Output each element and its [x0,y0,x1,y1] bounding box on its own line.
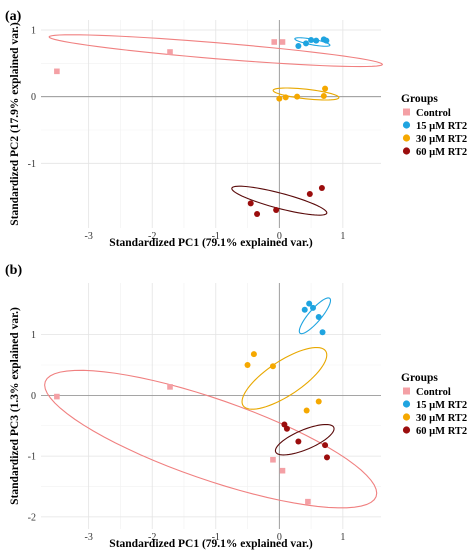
panel-label: (a) [5,9,22,24]
data-point [276,95,283,102]
legend-key [402,413,411,421]
legend-label: 60 µM RT2 [416,147,467,158]
data-point [310,304,316,311]
confidence-ellipse [272,87,340,101]
data-point [323,37,330,44]
data-point [303,40,310,47]
x-tick-label: -1 [212,532,220,543]
data-point [254,211,261,217]
data-point [282,94,289,101]
x-tick-label: 0 [277,532,282,543]
legend-label: Control [416,387,451,398]
data-point [271,39,278,45]
legend-label: 60 µM RT2 [416,426,467,437]
data-point [318,185,325,191]
data-point [303,407,310,414]
legend-key [402,134,411,142]
x-tick-label: -2 [148,532,156,543]
confidence-ellipse [44,369,378,509]
confidence-ellipse [241,346,328,410]
x-tick-label: 0 [277,231,282,242]
legend-label: 15 µM RT2 [416,121,467,132]
data-point [315,398,322,405]
legend: Groups Control 15 µM RT2 30 µM RT2 60 µM RT2 [401,372,467,437]
legend-label: 30 µM RT2 [416,413,467,424]
data-point [301,306,308,313]
legend-key [403,387,410,395]
data-point [295,43,302,49]
x-tick-label: -3 [84,231,92,242]
legend-title: Groups [401,93,438,105]
y-tick-label: -2 [28,512,36,523]
confidence-ellipse [48,34,384,68]
data-point [323,454,330,461]
legend-title: Groups [401,372,438,384]
x-axis-title: Standardized PC1 (79.1% explained var.) [109,538,313,550]
legend-label: 30 µM RT2 [416,134,467,145]
chart-panel-1: -3 -2 -1 0 1 -1 0 1 Standardized PC1 (79.1% expl… [5,9,467,249]
data-point [322,442,329,449]
data-point [250,351,257,358]
y-tick-label: 0 [31,391,36,402]
data-point [320,93,327,99]
x-tick-label: -1 [212,231,220,242]
data-point [306,300,313,307]
y-axis-title: Standardized PC3 (1.3% explained var.) [9,307,21,505]
data-point [283,425,290,432]
x-axis-title: Standardized PC1 (79.1% explained var.) [109,237,313,249]
data-point [313,37,320,44]
panel-label: (b) [5,263,22,278]
legend-key [402,400,411,408]
data-point [305,498,311,505]
data-point [279,39,286,45]
y-tick-label: 1 [31,26,36,37]
data-point [273,207,280,213]
legend-key [402,426,411,434]
x-tick-label: -2 [148,231,156,242]
data-point [315,314,322,321]
confidence-ellipse [274,423,335,456]
confidence-ellipse [298,297,332,335]
legend: Groups Control 15 µM RT2 30 µM RT2 60 µM RT2 [401,93,467,158]
chart-panel-2: -3 -2 -1 0 1 -2 -1 0 1 Standardized PC1 (79.1% ex… [5,263,467,550]
data-point [54,68,60,75]
y-tick-label: -1 [28,452,36,463]
y-tick-label: 0 [31,92,36,103]
legend-label: 15 µM RT2 [416,400,467,411]
data-point [279,467,286,474]
x-tick-label: 1 [340,532,345,543]
legend-key [403,108,410,116]
data-point [269,363,276,370]
x-tick-label: -3 [84,532,92,543]
y-axis-title: Standardized PC2 (17.9% explained var.) [9,22,21,226]
legend-key [402,121,411,129]
data-point [294,93,301,100]
y-tick-label: -1 [28,159,36,170]
data-point [322,85,329,92]
data-point [244,362,251,368]
data-point [167,49,173,55]
legend-key [402,147,411,155]
data-point [308,37,315,43]
plot-background [41,20,381,228]
confidence-ellipse [231,185,328,216]
data-point [306,191,313,197]
x-tick-label: 1 [340,231,345,242]
data-point [295,438,302,445]
data-point [167,384,173,390]
plot-background [41,283,381,529]
data-point [319,329,326,336]
legend-label: Control [416,108,451,119]
data-point [54,393,60,400]
data-point [247,200,254,207]
y-tick-label: 1 [31,330,36,341]
data-point [270,456,276,463]
